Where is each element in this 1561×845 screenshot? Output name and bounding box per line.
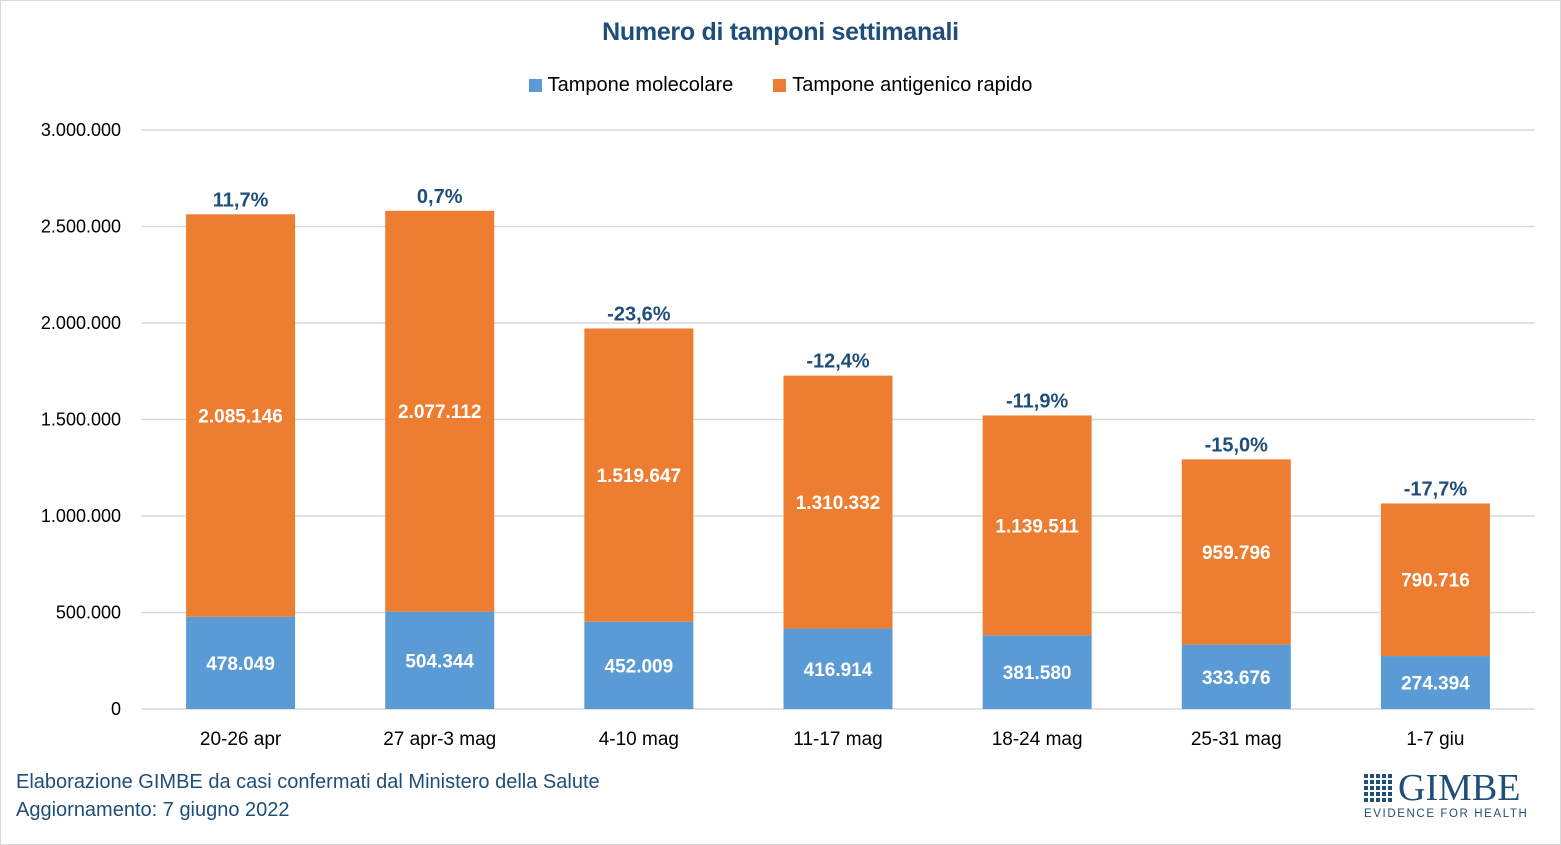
bar-molecolare: [1380, 656, 1490, 709]
y-tick-label: 2.000.000: [41, 313, 121, 333]
bar-molecolare: [186, 616, 296, 709]
footer-source: Elaborazione GIMBE da casi confermati da…: [16, 771, 600, 793]
bar-molecolare: [783, 628, 893, 709]
x-tick-label: 20-26 apr: [200, 729, 282, 750]
logo-name: GIMBE: [1398, 767, 1521, 809]
logo-grid-icon: [1364, 774, 1392, 802]
x-tick-label: 4-10 mag: [599, 729, 679, 750]
x-tick-label: 18-24 mag: [992, 729, 1083, 750]
data-label: 504.344: [405, 651, 474, 672]
data-label: 416.914: [804, 660, 873, 681]
y-tick-label: 3.000.000: [41, 120, 121, 140]
legend-label-molecolare: Tampone molecolare: [547, 74, 734, 96]
data-label: 452.009: [605, 656, 674, 677]
x-tick-label: 11-17 mag: [793, 729, 882, 750]
data-label: 790.716: [1401, 571, 1470, 592]
gimbe-logo: GIMBE EVIDENCE FOR HEALTH: [1364, 767, 1527, 824]
bar-antigenico: [584, 328, 694, 622]
bar-antigenico: [186, 214, 296, 617]
bar-antigenico: [385, 210, 495, 612]
legend-item-antigenico: Tampone antigenico rapido: [773, 74, 1032, 97]
data-label: 1.519.647: [597, 466, 682, 487]
bar-antigenico: [982, 415, 1092, 636]
bar-antigenico: [1380, 503, 1490, 657]
data-label: 478.049: [206, 654, 275, 675]
x-tick-label: 27 apr-3 mag: [383, 729, 496, 750]
change-percent-label: 0,7%: [417, 186, 463, 208]
footer-updated: Aggiornamento: 7 giugno 2022: [16, 799, 290, 821]
y-tick-label: 500.000: [56, 603, 121, 623]
data-label: 959.796: [1202, 543, 1271, 564]
data-label: 2.085.146: [198, 407, 283, 428]
legend-swatch-molecolare: [528, 79, 542, 92]
data-label: 333.676: [1202, 668, 1271, 689]
change-percent-label: -12,4%: [806, 351, 870, 373]
y-tick-label: 0: [111, 699, 121, 719]
x-tick-label: 25-31 mag: [1191, 729, 1282, 750]
bar-molecolare: [385, 611, 495, 709]
bar-antigenico: [783, 375, 893, 629]
change-percent-label: -23,6%: [607, 303, 671, 325]
x-tick-label: 1-7 giu: [1406, 729, 1464, 750]
bar-molecolare: [584, 621, 694, 709]
data-label: 274.394: [1401, 674, 1470, 695]
data-label: 1.310.332: [796, 493, 881, 514]
bar-molecolare: [1181, 644, 1291, 709]
change-percent-label: -17,7%: [1404, 478, 1468, 500]
y-tick-label: 2.500.000: [41, 217, 121, 237]
data-label: 2.077.112: [398, 402, 481, 423]
chart-title: Numero di tamponi settimanali: [602, 18, 959, 46]
legend-item-molecolare: Tampone molecolare: [528, 74, 734, 97]
legend: Tampone molecolare Tampone antigenico ra…: [0, 74, 1561, 97]
legend-label-antigenico: Tampone antigenico rapido: [792, 74, 1033, 96]
y-tick-label: 1.000.000: [41, 506, 121, 526]
change-percent-label: 11,7%: [213, 189, 269, 211]
legend-swatch-antigenico: [773, 79, 787, 92]
data-label: 381.580: [1003, 663, 1072, 684]
y-tick-label: 1.500.000: [41, 410, 121, 430]
bar-antigenico: [1181, 459, 1291, 645]
data-label: 1.139.511: [995, 516, 1079, 537]
bar-molecolare: [982, 635, 1092, 709]
logo-tagline: EVIDENCE FOR HEALTH: [1364, 808, 1529, 820]
change-percent-label: -11,9%: [1006, 390, 1068, 412]
change-percent-label: -15,0%: [1205, 434, 1269, 456]
footer: Elaborazione GIMBE da casi confermati da…: [16, 768, 600, 824]
